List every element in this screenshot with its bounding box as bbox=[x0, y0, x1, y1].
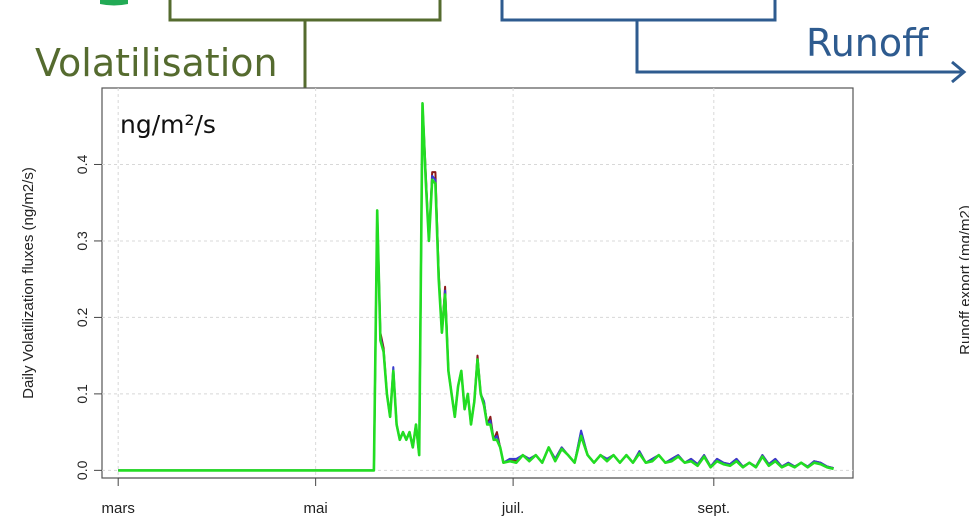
series-line-3 bbox=[118, 102, 834, 472]
volatilisation-label: Volatilisation bbox=[35, 41, 278, 85]
unit-label: ng/m²/s bbox=[120, 110, 216, 139]
x-tick-label: sept. bbox=[698, 500, 731, 517]
y-tick-label: 0.4 bbox=[74, 155, 90, 175]
series-lines bbox=[118, 102, 834, 472]
x-tick-label: mai bbox=[304, 500, 328, 517]
y-tick-label: 0.2 bbox=[74, 307, 90, 327]
y-tick-label: 0.3 bbox=[74, 231, 90, 251]
clipped-green-text bbox=[100, 0, 128, 6]
x-tick-label: juil. bbox=[501, 500, 525, 517]
x-tick-label: mars bbox=[102, 500, 135, 517]
y-tick-label: 0.1 bbox=[74, 384, 90, 404]
y-axis-label: Daily Volatilization fluxes (ng/m2/s) bbox=[20, 167, 37, 399]
y-tick-label: 0.0 bbox=[74, 460, 90, 480]
grid-lines bbox=[102, 88, 853, 478]
runoff-bracket bbox=[500, 0, 967, 84]
right-panel-ylabel: Runoff export (mg/m2) bbox=[957, 205, 969, 355]
runoff-label: Runoff bbox=[806, 21, 929, 65]
plot-frame bbox=[101, 87, 854, 479]
axes: 0.0 0.1 0.2 0.3 0.4 mars mai juil. sept. bbox=[74, 155, 730, 517]
